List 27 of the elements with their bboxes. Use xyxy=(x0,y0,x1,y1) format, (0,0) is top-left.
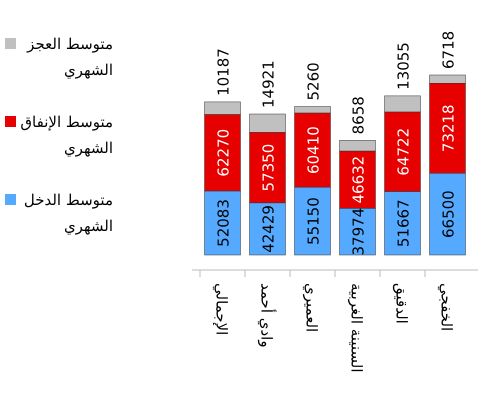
data-label: 37974 xyxy=(350,208,368,256)
data-label: 13055 xyxy=(394,42,412,90)
x-tick-label: الدقيق xyxy=(392,283,410,324)
data-label: 60410 xyxy=(304,126,322,174)
legend-label: متوسط الإنفاق الشهري xyxy=(20,113,113,157)
data-label: 73218 xyxy=(440,104,458,152)
data-label: 51667 xyxy=(394,199,412,248)
data-label: 10187 xyxy=(214,48,232,96)
data-label: 62270 xyxy=(214,128,232,177)
data-label: 64722 xyxy=(394,128,412,176)
data-label: 5260 xyxy=(304,62,322,100)
legend-label: متوسط الدخل الشهري xyxy=(24,191,113,235)
x-tick-label: الخفجي xyxy=(438,283,456,332)
x-tick-label: وادي أحمد xyxy=(258,283,276,348)
legend-label: متوسط العجز الشهري xyxy=(26,35,113,79)
x-tick-label: العميري xyxy=(302,283,320,332)
data-label: 14921 xyxy=(260,60,278,108)
data-label: 55150 xyxy=(304,197,322,245)
x-tick-label: الإجمالي xyxy=(212,283,230,336)
x-tick-label: السنينة الغربية xyxy=(348,283,366,373)
data-label: 6718 xyxy=(440,30,458,69)
data-label: 8658 xyxy=(350,96,368,134)
data-label: 42429 xyxy=(260,205,278,253)
data-label: 57350 xyxy=(260,144,278,192)
data-label: 46632 xyxy=(350,156,368,204)
data-label: 52083 xyxy=(214,199,232,247)
data-label: 66500 xyxy=(440,190,458,238)
